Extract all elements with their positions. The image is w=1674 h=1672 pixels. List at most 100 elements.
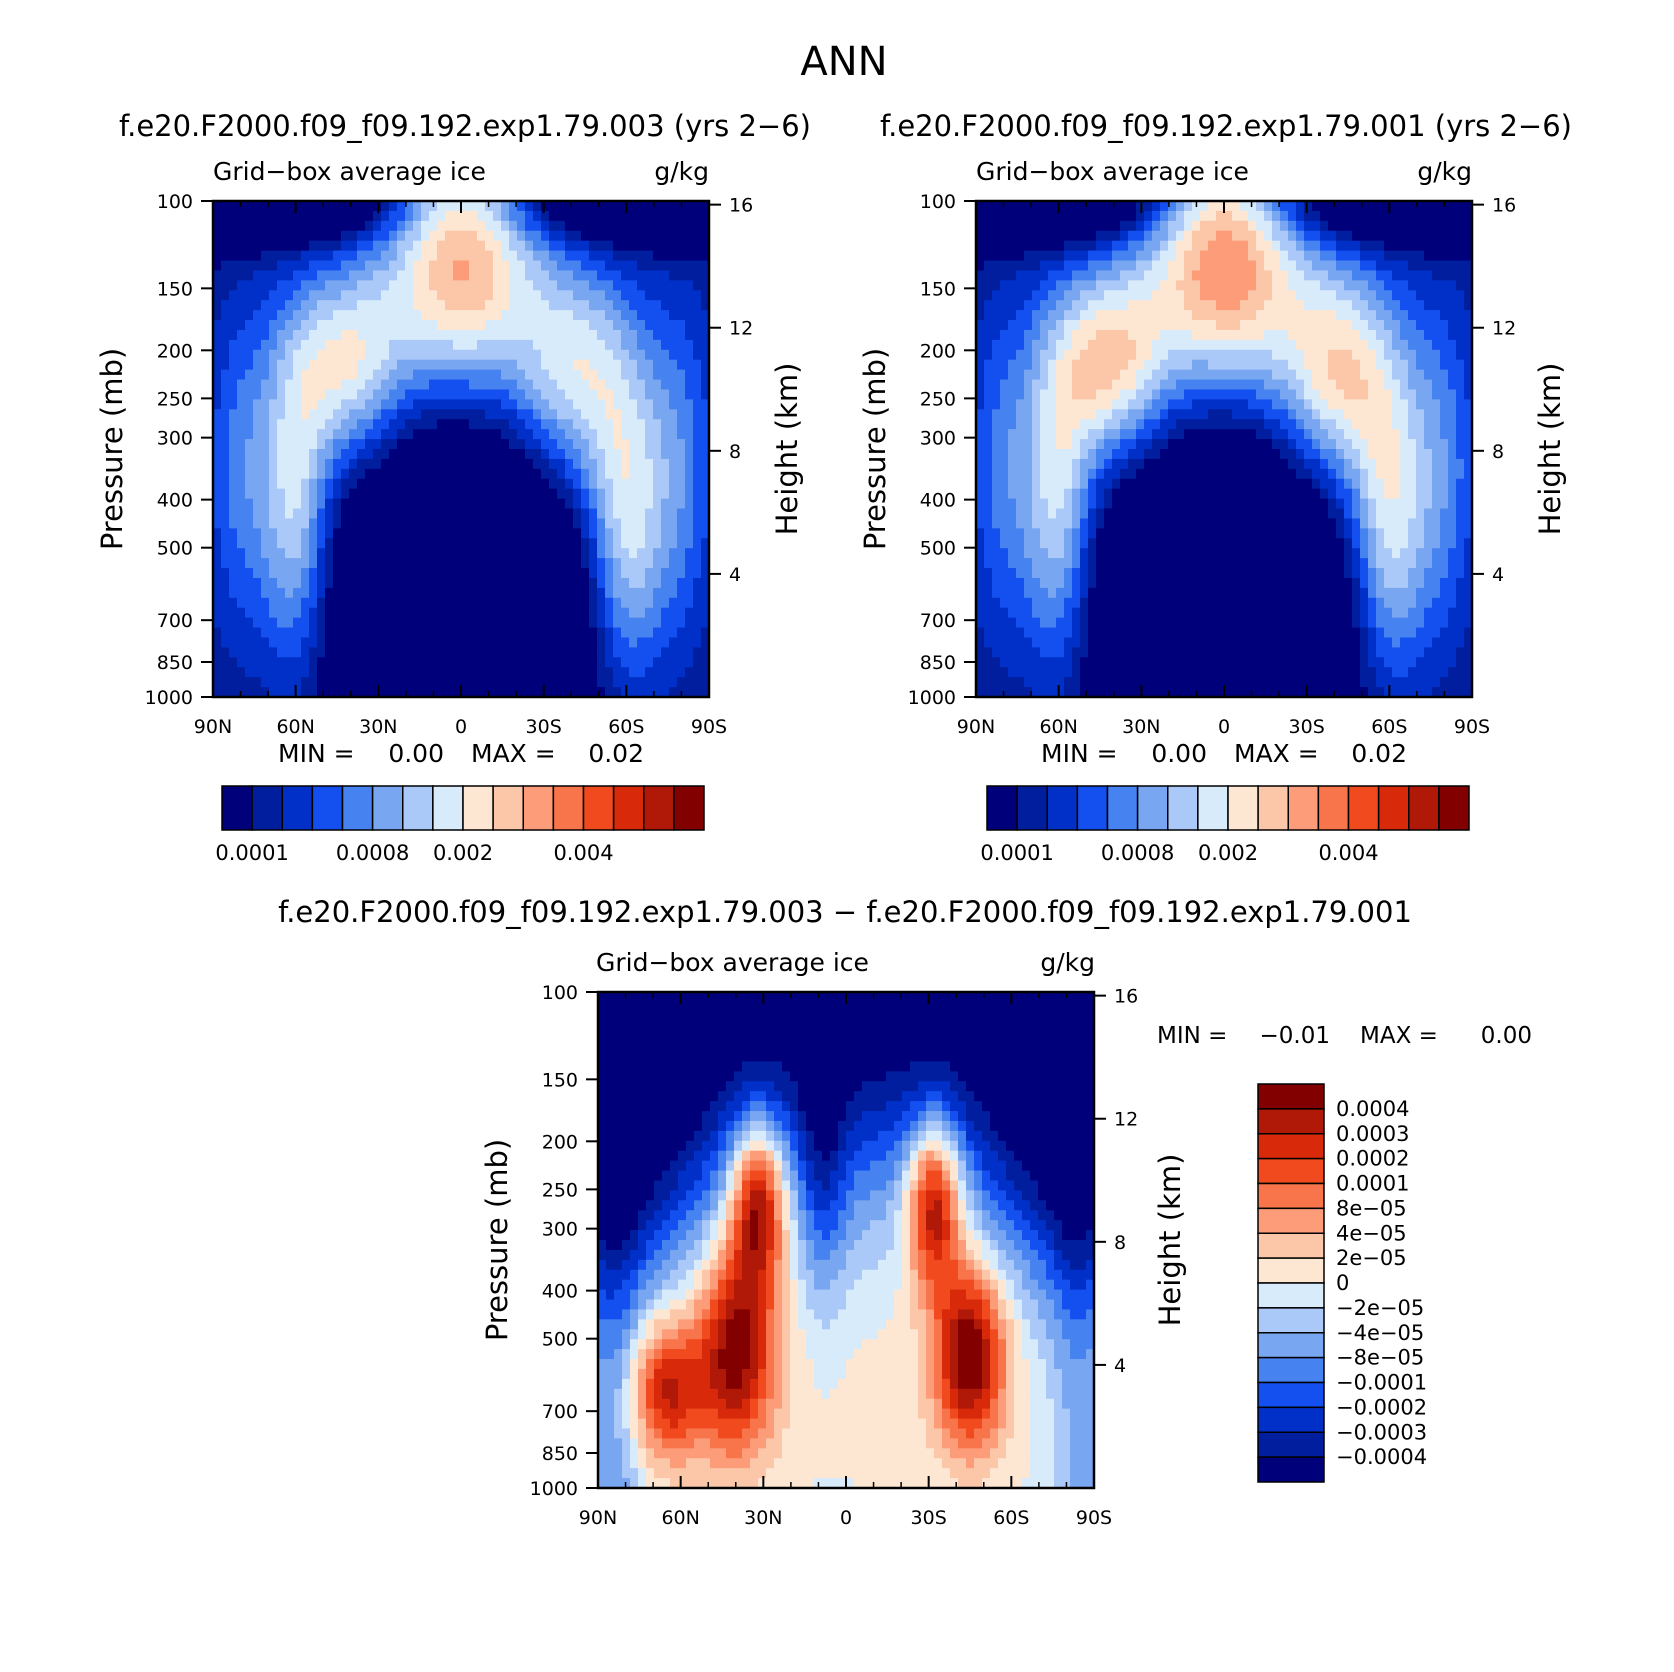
field-cell xyxy=(1312,419,1321,430)
field-cell xyxy=(229,310,238,321)
field-cell xyxy=(541,409,550,420)
field-cell xyxy=(669,220,678,232)
field-cell xyxy=(413,409,422,420)
field-cell xyxy=(413,468,422,480)
field-cell xyxy=(333,359,342,371)
field-cell xyxy=(669,399,678,410)
field-cell xyxy=(533,687,542,698)
field-cell xyxy=(621,657,630,668)
field-cell xyxy=(1288,429,1297,440)
field-cell xyxy=(1064,449,1073,460)
field-cell xyxy=(1256,478,1265,490)
field-cell xyxy=(253,260,262,272)
field-cell xyxy=(485,399,494,410)
field-cell xyxy=(1232,429,1241,440)
field-cell xyxy=(317,280,326,291)
field-cell xyxy=(1272,439,1281,450)
field-cell xyxy=(573,577,582,589)
field-cell xyxy=(293,230,302,242)
field-cell xyxy=(1240,339,1249,351)
field-cell xyxy=(349,300,358,311)
field-cell xyxy=(1384,369,1393,381)
field-cell xyxy=(293,687,302,698)
field-cell xyxy=(317,607,326,619)
field-cell xyxy=(677,290,686,301)
field-cell xyxy=(1312,230,1321,242)
field-cell xyxy=(309,369,318,381)
field-cell xyxy=(317,488,326,500)
field-cell xyxy=(613,439,622,450)
field-cell xyxy=(1128,320,1137,331)
field-cell xyxy=(245,508,254,520)
field-cell xyxy=(1032,210,1041,222)
field-cell xyxy=(1192,429,1201,440)
field-cell xyxy=(421,558,430,569)
field-cell xyxy=(525,250,534,262)
field-cell xyxy=(1176,240,1185,252)
field-cell xyxy=(653,468,662,480)
field-cell xyxy=(685,310,694,321)
field-cell xyxy=(541,260,550,272)
field-cell xyxy=(325,687,334,698)
field-cell xyxy=(485,558,494,569)
field-cell xyxy=(1128,260,1137,272)
field-cell xyxy=(1064,201,1073,212)
field-cell xyxy=(357,687,366,698)
field-cell xyxy=(573,687,582,698)
field-cell xyxy=(581,577,590,589)
field-cell xyxy=(533,260,542,272)
field-cell xyxy=(621,409,630,420)
field-cell xyxy=(1344,399,1353,410)
field-cell xyxy=(1192,230,1201,242)
field-cell xyxy=(653,657,662,668)
field-cell xyxy=(533,449,542,460)
field-cell xyxy=(469,637,478,648)
field-cell xyxy=(469,300,478,311)
field-cell xyxy=(621,230,630,242)
field-cell xyxy=(637,369,646,381)
field-cell xyxy=(389,409,398,420)
field-cell xyxy=(557,210,566,222)
field-cell xyxy=(984,260,993,272)
field-cell xyxy=(1096,260,1105,272)
field-cell xyxy=(613,240,622,252)
field-cell xyxy=(349,220,358,232)
field-cell xyxy=(525,389,534,400)
field-cell xyxy=(1184,260,1193,272)
field-cell xyxy=(317,498,326,510)
field-cell xyxy=(261,508,270,520)
field-cell xyxy=(1416,439,1425,450)
field-cell xyxy=(1368,439,1377,450)
field-cell xyxy=(221,210,230,222)
field-cell xyxy=(1144,270,1153,281)
field-cell xyxy=(213,508,222,520)
field-cell xyxy=(1432,468,1441,480)
field-cell xyxy=(277,270,286,281)
field-cell xyxy=(485,538,494,549)
field-cell xyxy=(1032,458,1041,470)
field-cell xyxy=(613,220,622,232)
field-cell xyxy=(581,201,590,212)
field-cell xyxy=(1088,349,1097,361)
field-cell xyxy=(301,508,310,520)
field-cell xyxy=(397,359,406,371)
field-cell xyxy=(293,399,302,410)
field-cell xyxy=(341,568,350,579)
field-cell xyxy=(565,677,574,688)
field-cell xyxy=(405,587,414,599)
field-cell xyxy=(1384,240,1393,252)
field-cell xyxy=(1392,389,1401,400)
field-cell xyxy=(477,687,486,698)
field-cell xyxy=(501,379,510,391)
field-cell xyxy=(477,478,486,490)
field-cell xyxy=(253,349,262,361)
field-cell xyxy=(1216,339,1225,351)
field-cell xyxy=(213,270,222,281)
field-cell xyxy=(1000,349,1009,361)
field-cell xyxy=(1400,320,1409,331)
field-cell xyxy=(1184,270,1193,281)
field-cell xyxy=(1272,399,1281,410)
field-cell xyxy=(461,677,470,688)
field-cell xyxy=(1432,280,1441,291)
field-cell xyxy=(517,260,526,272)
